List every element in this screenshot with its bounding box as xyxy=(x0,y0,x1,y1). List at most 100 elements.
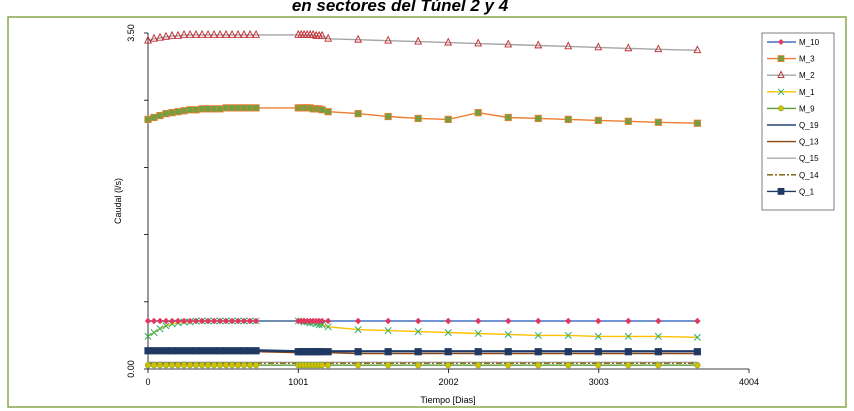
legend-item: M_2 xyxy=(767,70,815,80)
legend-item: M_9 xyxy=(767,104,815,113)
legend-label: M_3 xyxy=(799,55,815,64)
data-point xyxy=(210,362,218,369)
data-point xyxy=(624,117,632,125)
data-point xyxy=(156,32,164,41)
data-point xyxy=(504,348,512,356)
data-point xyxy=(150,347,158,355)
data-point xyxy=(240,29,248,38)
data-point xyxy=(204,347,212,355)
data-point xyxy=(144,317,152,325)
data-point xyxy=(150,33,158,42)
data-point xyxy=(444,115,452,123)
y-tick-label: 0.00 xyxy=(126,360,136,378)
legend-item: M_10 xyxy=(767,38,820,47)
data-point xyxy=(162,317,170,325)
legend-box xyxy=(761,32,835,211)
data-point xyxy=(210,29,218,38)
data-point xyxy=(594,42,603,51)
data-point xyxy=(594,348,602,356)
data-point xyxy=(654,348,662,356)
data-point xyxy=(778,105,784,112)
legend-item: Q_1 xyxy=(767,187,815,196)
series-line xyxy=(148,351,698,355)
data-point xyxy=(168,347,176,355)
data-point xyxy=(228,362,236,369)
data-point xyxy=(174,317,182,325)
data-point xyxy=(174,30,182,39)
data-point xyxy=(777,55,785,62)
data-point xyxy=(240,347,248,355)
data-point xyxy=(216,347,224,355)
data-point xyxy=(693,348,701,356)
legend-item: Q_19 xyxy=(767,121,819,130)
data-point xyxy=(234,104,242,112)
data-point xyxy=(198,347,206,355)
data-point xyxy=(180,347,188,355)
data-point xyxy=(156,347,164,355)
series-Q_19 xyxy=(148,349,698,352)
data-point xyxy=(180,29,188,38)
data-point xyxy=(624,332,632,340)
data-point xyxy=(180,317,188,325)
data-point xyxy=(414,348,422,356)
data-point xyxy=(777,187,785,195)
data-point xyxy=(318,348,326,356)
data-point xyxy=(474,348,482,356)
data-point xyxy=(384,317,392,325)
ticks-layer: 0 1001 2002 3003 4004 0.00 3.50 xyxy=(126,24,759,387)
data-point xyxy=(324,323,332,331)
data-point xyxy=(144,347,152,355)
data-point xyxy=(504,39,513,48)
data-point xyxy=(216,362,224,369)
data-point xyxy=(144,332,152,340)
data-point xyxy=(186,317,194,325)
data-point xyxy=(252,104,260,112)
data-point xyxy=(252,317,260,325)
data-point xyxy=(384,327,392,335)
data-point xyxy=(565,317,572,325)
data-point xyxy=(777,88,785,96)
legend-label: Q_13 xyxy=(799,138,819,147)
data-point xyxy=(694,362,701,369)
data-point xyxy=(385,362,392,369)
data-point xyxy=(186,362,194,369)
data-point xyxy=(198,362,206,369)
data-point xyxy=(694,317,701,325)
data-point xyxy=(204,317,212,325)
data-point xyxy=(246,317,254,325)
data-point xyxy=(216,29,224,38)
data-point xyxy=(162,31,170,40)
legend-label: Q_14 xyxy=(799,171,819,180)
x-tick-label: 1001 xyxy=(288,377,308,387)
data-point xyxy=(534,40,543,49)
data-point xyxy=(240,362,248,369)
data-point xyxy=(240,104,248,112)
data-point xyxy=(384,35,393,44)
data-point xyxy=(354,326,362,334)
x-tick-label: 4004 xyxy=(739,377,759,387)
data-point xyxy=(318,106,326,114)
data-point xyxy=(654,332,662,340)
data-point xyxy=(144,35,152,44)
data-point xyxy=(534,114,542,123)
data-point xyxy=(186,106,194,114)
data-point xyxy=(354,348,362,356)
data-point xyxy=(505,317,512,325)
data-point xyxy=(535,362,542,369)
data-point xyxy=(595,317,602,325)
data-point xyxy=(204,29,212,38)
data-point xyxy=(162,322,170,330)
data-point xyxy=(174,362,182,369)
y-axis-label: Caudal (l/s) xyxy=(113,178,123,224)
data-point xyxy=(216,317,224,325)
series-line xyxy=(148,349,698,352)
data-point xyxy=(150,328,158,337)
data-point xyxy=(354,34,363,43)
series-Q_1 xyxy=(144,347,701,356)
data-point xyxy=(150,317,158,325)
data-point xyxy=(198,105,206,113)
series-Q_13 xyxy=(148,351,698,355)
data-point xyxy=(475,317,482,325)
data-point xyxy=(210,347,218,355)
series-M_3 xyxy=(144,104,701,127)
